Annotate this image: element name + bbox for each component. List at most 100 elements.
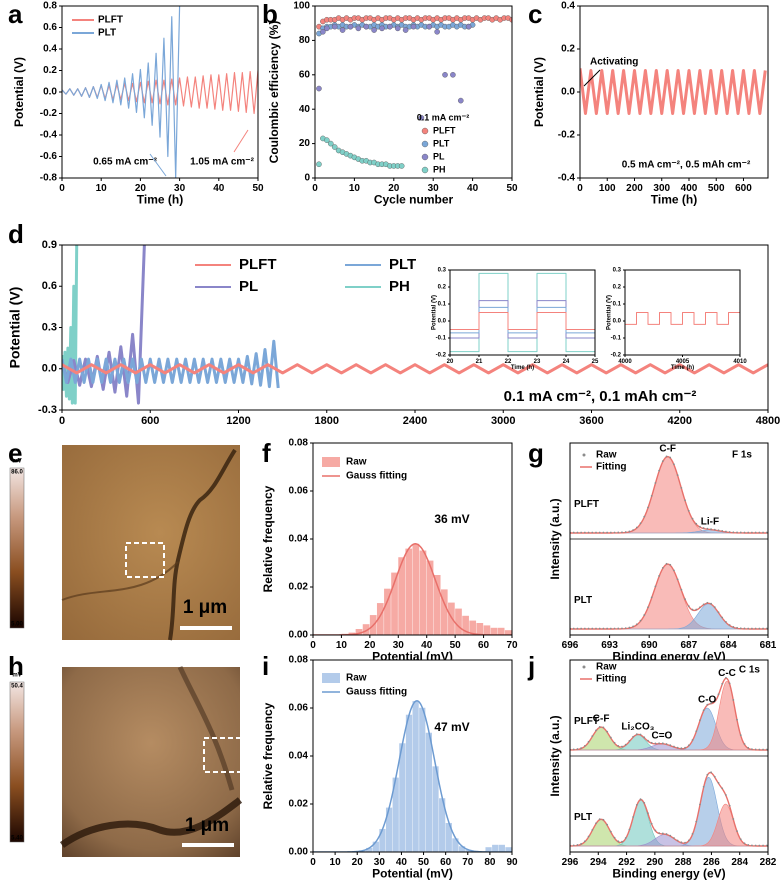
raw-point	[732, 625, 735, 628]
plot-frame	[314, 5, 513, 179]
histogram-bar	[469, 620, 477, 635]
chart: 20 21 22 23 24 25 -0.2 -0.1 0.0 0.1 0.2 0.3 Time (h)…	[432, 268, 599, 372]
y-tick-label: 0.4	[43, 44, 57, 55]
x-tick-label: 4000	[618, 359, 632, 365]
raw-point	[713, 775, 716, 778]
y-tick-label: 0.02	[289, 582, 309, 593]
annotation: 0.65 mA cm⁻²	[93, 157, 157, 168]
x-tick-label: 23	[534, 359, 541, 365]
x-tick-label: 1200	[226, 415, 250, 427]
plot-frame	[624, 269, 741, 356]
raw-point	[739, 734, 742, 737]
colorbar-max: 50.4	[11, 684, 23, 690]
plot-area	[450, 270, 595, 355]
raw-point	[583, 627, 586, 630]
scatter-point	[426, 23, 433, 30]
x-tick-label: 690	[641, 640, 658, 651]
annotation: Activating	[590, 57, 638, 68]
scatter-point	[320, 28, 326, 35]
raw-point	[669, 563, 672, 566]
raw-point	[609, 531, 612, 534]
raw-point	[606, 823, 609, 826]
raw-point	[747, 531, 750, 534]
colorbar-unit: mV	[12, 673, 21, 679]
y-tick-label: 0.08	[289, 655, 309, 666]
legend-label: PL	[239, 278, 258, 295]
raw-point	[687, 744, 690, 747]
raw-point	[725, 621, 727, 623]
histogram-bar	[455, 608, 462, 635]
raw-point	[580, 627, 583, 630]
raw-point	[647, 606, 649, 609]
legend-label: PLT	[389, 256, 416, 273]
x-tick-label: 288	[675, 857, 692, 868]
x-tick-label: 50	[506, 183, 518, 194]
raw-point	[628, 828, 631, 831]
series-line	[625, 312, 740, 325]
chart: 4000 4005 4010 -0.2 -0.1 0.0 0.1 0.2 0.3 Time (h)…	[607, 268, 748, 372]
y-axis-label: Potential (V)	[607, 295, 613, 330]
raw-point	[702, 785, 705, 788]
panel-label: b	[262, 0, 278, 29]
raw-point	[747, 843, 750, 846]
chart: 0 10 20 30 40 50 60 700.000.020.040.060.08Poten…	[261, 438, 518, 664]
afm-image-h: mV 50.4 5.40 1 μm	[9, 665, 243, 857]
raw-point	[665, 743, 668, 745]
raw-point	[617, 627, 620, 630]
histogram-bar	[458, 846, 466, 852]
scatter-point	[442, 72, 448, 78]
raw-point	[721, 682, 724, 685]
y-tick-label: 0.3	[42, 321, 57, 333]
raw-point	[661, 742, 664, 745]
histogram-bar	[419, 707, 426, 852]
legend-label: PLFT	[98, 15, 123, 26]
y-tick-label: 80	[299, 35, 311, 46]
x-tick-label: 600	[141, 415, 159, 427]
x-tick-label: 50	[450, 640, 462, 651]
panel-label: f	[262, 438, 271, 468]
y-tick-label: 0.00	[289, 630, 309, 641]
raw-point	[743, 842, 746, 845]
panel-label: h	[8, 651, 24, 681]
raw-point	[665, 833, 668, 835]
x-tick-label: 50	[252, 183, 264, 194]
x-tick-label: 60	[440, 857, 452, 868]
histogram-bar	[419, 550, 427, 635]
x-tick-label: 20	[364, 640, 376, 651]
x-tick-label: 40	[421, 640, 433, 651]
x-tick-label: 294	[590, 857, 607, 868]
x-tick-label: 20	[388, 183, 400, 194]
raw-point	[621, 531, 623, 534]
scatter-point	[347, 23, 354, 30]
x-tick-label: 696	[562, 640, 579, 651]
raw-point	[699, 803, 701, 806]
histogram-bar	[385, 807, 393, 852]
legend-label: PL	[433, 151, 445, 161]
x-tick-label: 90	[506, 857, 518, 868]
x-tick-label: 300	[653, 183, 670, 194]
scatter-point	[402, 27, 409, 33]
y-tick-label: 0.06	[289, 703, 309, 714]
x-tick-label: 681	[760, 640, 777, 651]
x-tick-label: 4200	[668, 415, 692, 427]
raw-point	[632, 625, 635, 628]
legend-swatch	[421, 127, 429, 135]
raw-point	[621, 627, 623, 630]
chart: 0 10 20 30 40 50 0 20 40 60 80 100 Cycle number Coulo…	[267, 1, 518, 207]
plot	[570, 676, 768, 847]
raw-point	[758, 627, 761, 630]
raw-point	[743, 531, 746, 534]
y-tick-label: 0.2	[613, 285, 622, 291]
histogram-bar	[462, 615, 469, 635]
raw-point	[695, 608, 698, 611]
plot-frame	[312, 659, 513, 853]
raw-point	[691, 517, 694, 520]
x-tick-label: 70	[462, 857, 474, 868]
y-tick-label: 20	[299, 138, 311, 149]
raw-point	[665, 455, 668, 458]
raw-point	[617, 531, 620, 534]
scatter-point	[339, 27, 346, 33]
x-axis-label: Time (h)	[137, 193, 183, 207]
y-axis-label: Potential (V)	[532, 57, 546, 127]
raw-point	[587, 627, 590, 630]
